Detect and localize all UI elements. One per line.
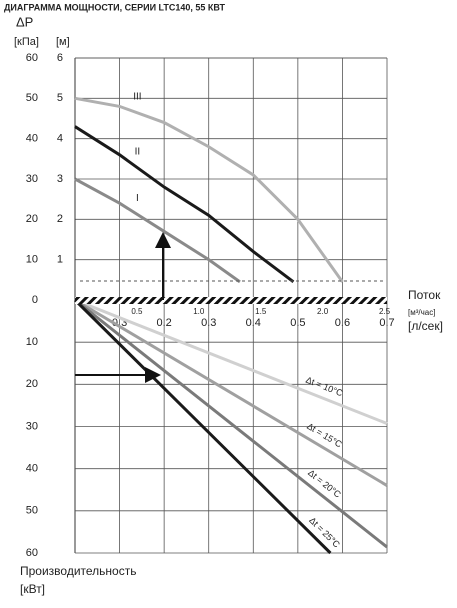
curve <box>74 125 295 284</box>
curve-label: III <box>133 91 141 102</box>
curve <box>74 96 344 283</box>
y2-tick-label: 5 <box>57 92 63 104</box>
y-tick-label: 50 <box>26 92 38 104</box>
y-tick-label: 60 <box>26 547 38 559</box>
x2-unit: [м³/час] <box>408 308 435 317</box>
axis-band <box>75 297 387 304</box>
curve <box>74 298 388 487</box>
y-tick-label: 40 <box>26 463 38 475</box>
x2-tick-label: 2.5 <box>379 307 391 316</box>
x2-tick-label: 0.5 <box>131 307 143 316</box>
y-tick-label: 30 <box>26 173 38 185</box>
curve-label: II <box>135 146 141 157</box>
curve <box>74 298 388 549</box>
x2-tick-label: 1.5 <box>255 307 267 316</box>
curve-label: I <box>136 193 139 204</box>
y2-unit: [м] <box>56 36 70 48</box>
y-label: ΔP <box>16 14 33 29</box>
y2-tick-label: 1 <box>57 254 63 266</box>
y-tick-label: 20 <box>26 378 38 390</box>
x-label: Поток <box>408 288 441 302</box>
series-label: Δt = 25°C <box>307 515 342 550</box>
y-tick-label: 60 <box>26 52 38 64</box>
y-tick-label: 40 <box>26 133 38 145</box>
x2-tick-label: 2.0 <box>317 307 329 316</box>
y2-tick-label: 2 <box>57 213 63 225</box>
y-unit: [кВт] <box>20 582 45 596</box>
series-label: Δt = 15°C <box>305 421 344 450</box>
y2-tick-label: 4 <box>57 133 63 145</box>
y2-tick-label: 6 <box>57 52 63 64</box>
x2-tick-label: 1.0 <box>193 307 205 316</box>
y-tick-label: 30 <box>26 420 38 432</box>
series-label: Δt = 10°C <box>304 375 344 399</box>
y-tick-label: 10 <box>26 254 38 266</box>
y2-tick-label: 3 <box>57 173 63 185</box>
y-label: Производительность <box>20 564 136 578</box>
x-unit: [л/сек] <box>408 319 443 333</box>
y-tick-label: 20 <box>26 213 38 225</box>
chart-title: ДИАГРАММА МОЩНОСТИ, СЕРИИ LTC140, 55 КВТ <box>4 2 226 12</box>
curve <box>73 298 332 555</box>
y-unit: [кПа] <box>14 36 39 48</box>
series-label: Δt = 20°C <box>306 468 343 500</box>
y-tick-label: 10 <box>26 336 38 348</box>
curve <box>74 298 388 425</box>
y-tick-label: 50 <box>26 505 38 517</box>
y-tick-label: 0 <box>32 294 38 306</box>
curve <box>74 177 241 284</box>
